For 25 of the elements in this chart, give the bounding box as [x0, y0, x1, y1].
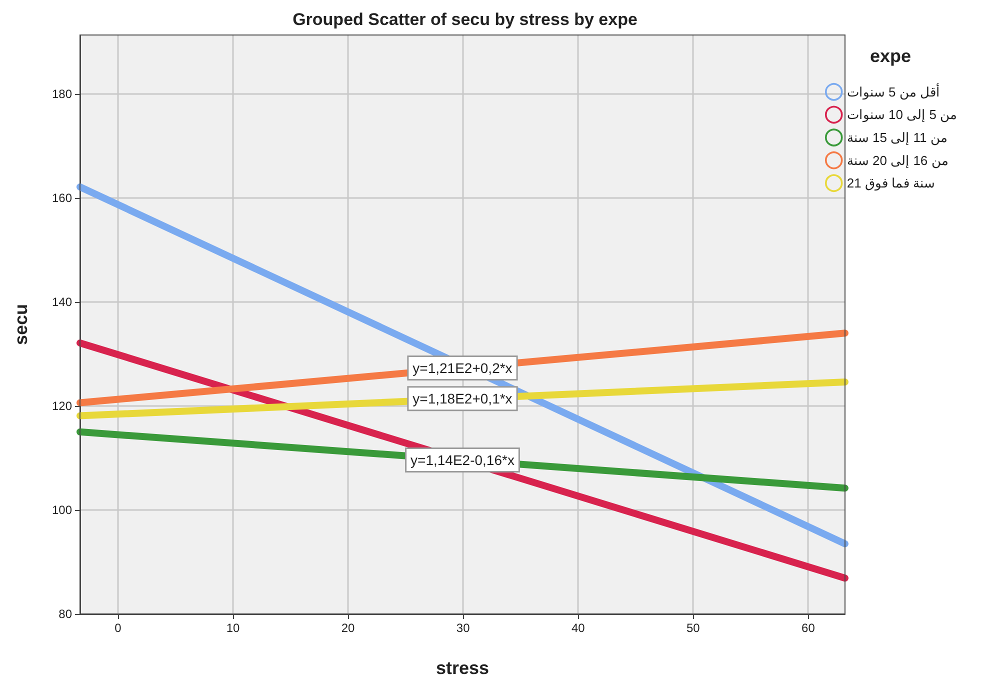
x-tick-label: 60 [802, 621, 816, 635]
x-tick-label: 0 [114, 621, 122, 635]
x-tick-label: 20 [341, 621, 356, 635]
chart-title: Grouped Scatter of secu by stress by expe [292, 10, 638, 29]
annotation: y=1,18E2+0,1*x [412, 390, 512, 407]
x-tick-label: 50 [686, 621, 700, 635]
y-tick-label: 180 [52, 86, 72, 101]
y-tick-label: 120 [52, 398, 72, 413]
legend-label: من 5 إلى 10 سنوات [846, 107, 958, 124]
legend-label: من 11 إلى 15 سنة [846, 130, 948, 146]
legend-label: من 16 إلى 20 سنة [846, 152, 948, 169]
x-tick-label: 40 [571, 621, 586, 635]
y-tick-label: 100 [52, 502, 72, 517]
legend-label: أقل من 5 سنوات [846, 83, 940, 100]
x-tick-label: 30 [456, 621, 470, 635]
y-tick-label: 80 [58, 607, 72, 621]
legend-label: 21 سنة فما فوق [846, 176, 936, 192]
y-tick-label: 160 [52, 190, 72, 205]
annotation: y=1,14E2-0,16*x [410, 452, 514, 468]
legend-title: expe [870, 46, 912, 66]
y-tick-label: 140 [52, 294, 72, 309]
y-axis-title: secu [11, 304, 31, 346]
annotation: y=1,21E2+0,2*x [412, 360, 512, 376]
x-axis-title: stress [436, 658, 490, 678]
x-tick-label: 10 [226, 621, 240, 635]
